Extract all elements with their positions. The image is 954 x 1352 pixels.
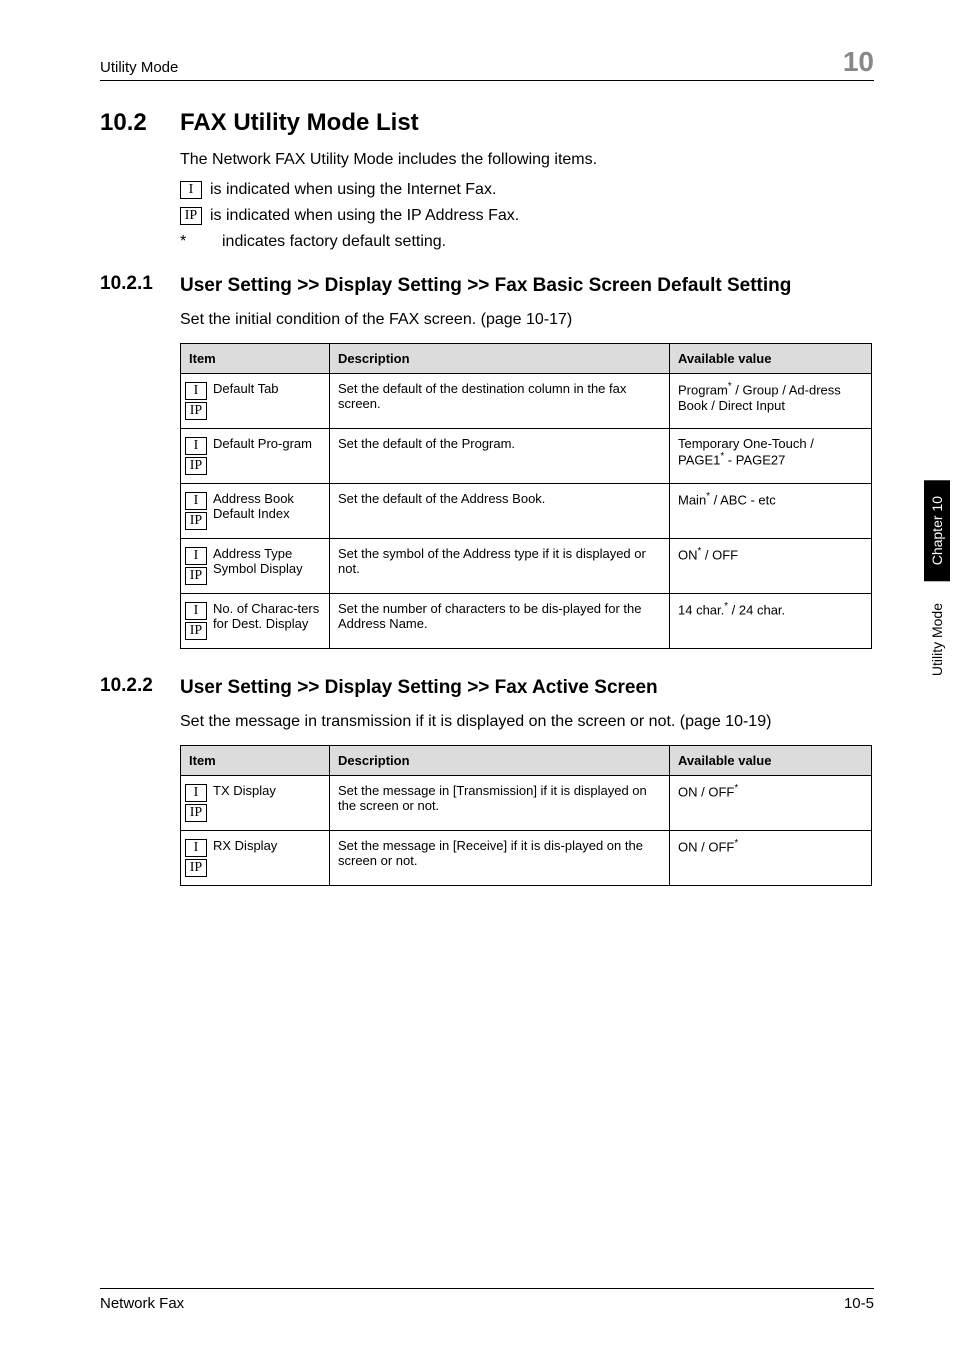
i-icon: I <box>185 547 207 565</box>
row-label: RX Display <box>211 831 330 886</box>
avail-post: / 24 char. <box>728 603 785 618</box>
avail-pre: 14 char. <box>678 603 724 618</box>
row-avail: ON / OFF* <box>670 776 872 831</box>
row-desc: Set the message in [Receive] if it is di… <box>330 831 670 886</box>
legend-default: * indicates factory default setting. <box>180 233 874 251</box>
row-label: Default Tab <box>211 374 330 429</box>
row-label: Default Pro-gram <box>211 429 330 484</box>
row-icons: I IP <box>181 429 212 484</box>
side-tabs: Chapter 10 Utility Mode <box>924 480 954 698</box>
avail-post: / ABC - etc <box>710 493 776 508</box>
asterisk-text: indicates factory default setting. <box>222 233 446 251</box>
section-heading: 10.2 FAX Utility Mode List <box>100 109 874 137</box>
row-label: Address Type Symbol Display <box>211 539 330 594</box>
row-avail: Main* / ABC - etc <box>670 484 872 539</box>
table-row: I IP Default Pro-gram Set the default of… <box>181 429 872 484</box>
legend-ip-text: is indicated when using the IP Address F… <box>210 207 519 225</box>
section-intro: The Network FAX Utility Mode includes th… <box>180 149 874 171</box>
row-desc: Set the number of characters to be dis-p… <box>330 594 670 649</box>
ip-icon: IP <box>185 457 207 475</box>
row-avail: Program* / Group / Ad-dress Book / Direc… <box>670 374 872 429</box>
i-icon: I <box>185 382 207 400</box>
i-icon: I <box>185 839 207 857</box>
subsection-1-heading: 10.2.1 User Setting >> Display Setting >… <box>100 273 874 299</box>
row-desc: Set the default of the Address Book. <box>330 484 670 539</box>
ip-icon: IP <box>185 512 207 530</box>
fax-active-screen-table: Item Description Available value I IP TX… <box>180 745 872 886</box>
fax-basic-screen-table: Item Description Available value I IP De… <box>180 343 872 649</box>
subsection-2-title: User Setting >> Display Setting >> Fax A… <box>180 675 658 701</box>
col-desc: Description <box>330 746 670 776</box>
row-avail: Temporary One-Touch / PAGE1* - PAGE27 <box>670 429 872 484</box>
subsection-2-heading: 10.2.2 User Setting >> Display Setting >… <box>100 675 874 701</box>
col-item: Item <box>181 344 330 374</box>
avail-post: / OFF <box>701 548 738 563</box>
col-avail: Available value <box>670 344 872 374</box>
section-number: 10.2 <box>100 109 180 137</box>
section-title: FAX Utility Mode List <box>180 109 419 137</box>
col-item: Item <box>181 746 330 776</box>
i-icon: I <box>185 492 207 510</box>
row-icons: I IP <box>181 539 212 594</box>
ip-icon: IP <box>180 207 202 225</box>
avail-text: ON / OFF <box>678 785 734 800</box>
footer-left: Network Fax <box>100 1295 184 1312</box>
row-desc: Set the default of the Program. <box>330 429 670 484</box>
i-icon: I <box>180 181 202 199</box>
row-icons: I IP <box>181 484 212 539</box>
subsection-2-lead: Set the message in transmission if it is… <box>180 711 874 733</box>
ip-icon: IP <box>185 622 207 640</box>
i-icon: I <box>185 784 207 802</box>
row-icons: I IP <box>181 374 212 429</box>
row-label: No. of Charac-ters for Dest. Display <box>211 594 330 649</box>
avail-text: ON / OFF <box>678 840 734 855</box>
table-row: I IP Address Type Symbol Display Set the… <box>181 539 872 594</box>
header-left: Utility Mode <box>100 59 178 76</box>
row-avail: ON* / OFF <box>670 539 872 594</box>
avail-pre: ON <box>678 548 698 563</box>
col-avail: Available value <box>670 746 872 776</box>
avail-pre: Program <box>678 383 728 398</box>
legend-i-text: is indicated when using the Internet Fax… <box>210 181 496 199</box>
ip-icon: IP <box>185 804 207 822</box>
row-icons: I IP <box>181 776 212 831</box>
row-label: TX Display <box>211 776 330 831</box>
row-desc: Set the message in [Transmission] if it … <box>330 776 670 831</box>
asterisk-label: * <box>180 233 222 251</box>
subsection-1-title: User Setting >> Display Setting >> Fax B… <box>180 273 791 299</box>
table-row: I IP TX Display Set the message in [Tran… <box>181 776 872 831</box>
subsection-2-number: 10.2.2 <box>100 675 180 697</box>
avail-pre: Main <box>678 493 706 508</box>
footer-right: 10-5 <box>844 1295 874 1312</box>
side-tab-chapter: Chapter 10 <box>924 480 950 581</box>
page-header: Utility Mode 10 <box>100 48 874 81</box>
header-chapter-number: 10 <box>843 48 874 76</box>
table-row: I IP RX Display Set the message in [Rece… <box>181 831 872 886</box>
row-desc: Set the default of the destination colum… <box>330 374 670 429</box>
page-footer: Network Fax 10-5 <box>100 1288 874 1312</box>
ip-icon: IP <box>185 402 207 420</box>
row-avail: 14 char.* / 24 char. <box>670 594 872 649</box>
table-row: I IP No. of Charac-ters for Dest. Displa… <box>181 594 872 649</box>
avail-post: - PAGE27 <box>724 453 785 468</box>
table-row: I IP Default Tab Set the default of the … <box>181 374 872 429</box>
row-label: Address Book Default Index <box>211 484 330 539</box>
ip-icon: IP <box>185 859 207 877</box>
row-avail: ON / OFF* <box>670 831 872 886</box>
subsection-1-number: 10.2.1 <box>100 273 180 295</box>
i-icon: I <box>185 602 207 620</box>
i-icon: I <box>185 437 207 455</box>
ip-icon: IP <box>185 567 207 585</box>
legend-ip-fax: IP is indicated when using the IP Addres… <box>180 207 874 225</box>
row-desc: Set the symbol of the Address type if it… <box>330 539 670 594</box>
table-row: I IP Address Book Default Index Set the … <box>181 484 872 539</box>
side-tab-mode: Utility Mode <box>924 587 950 692</box>
legend-internet-fax: I is indicated when using the Internet F… <box>180 181 874 199</box>
row-icons: I IP <box>181 594 212 649</box>
row-icons: I IP <box>181 831 212 886</box>
col-desc: Description <box>330 344 670 374</box>
subsection-1-lead: Set the initial condition of the FAX scr… <box>180 309 874 331</box>
